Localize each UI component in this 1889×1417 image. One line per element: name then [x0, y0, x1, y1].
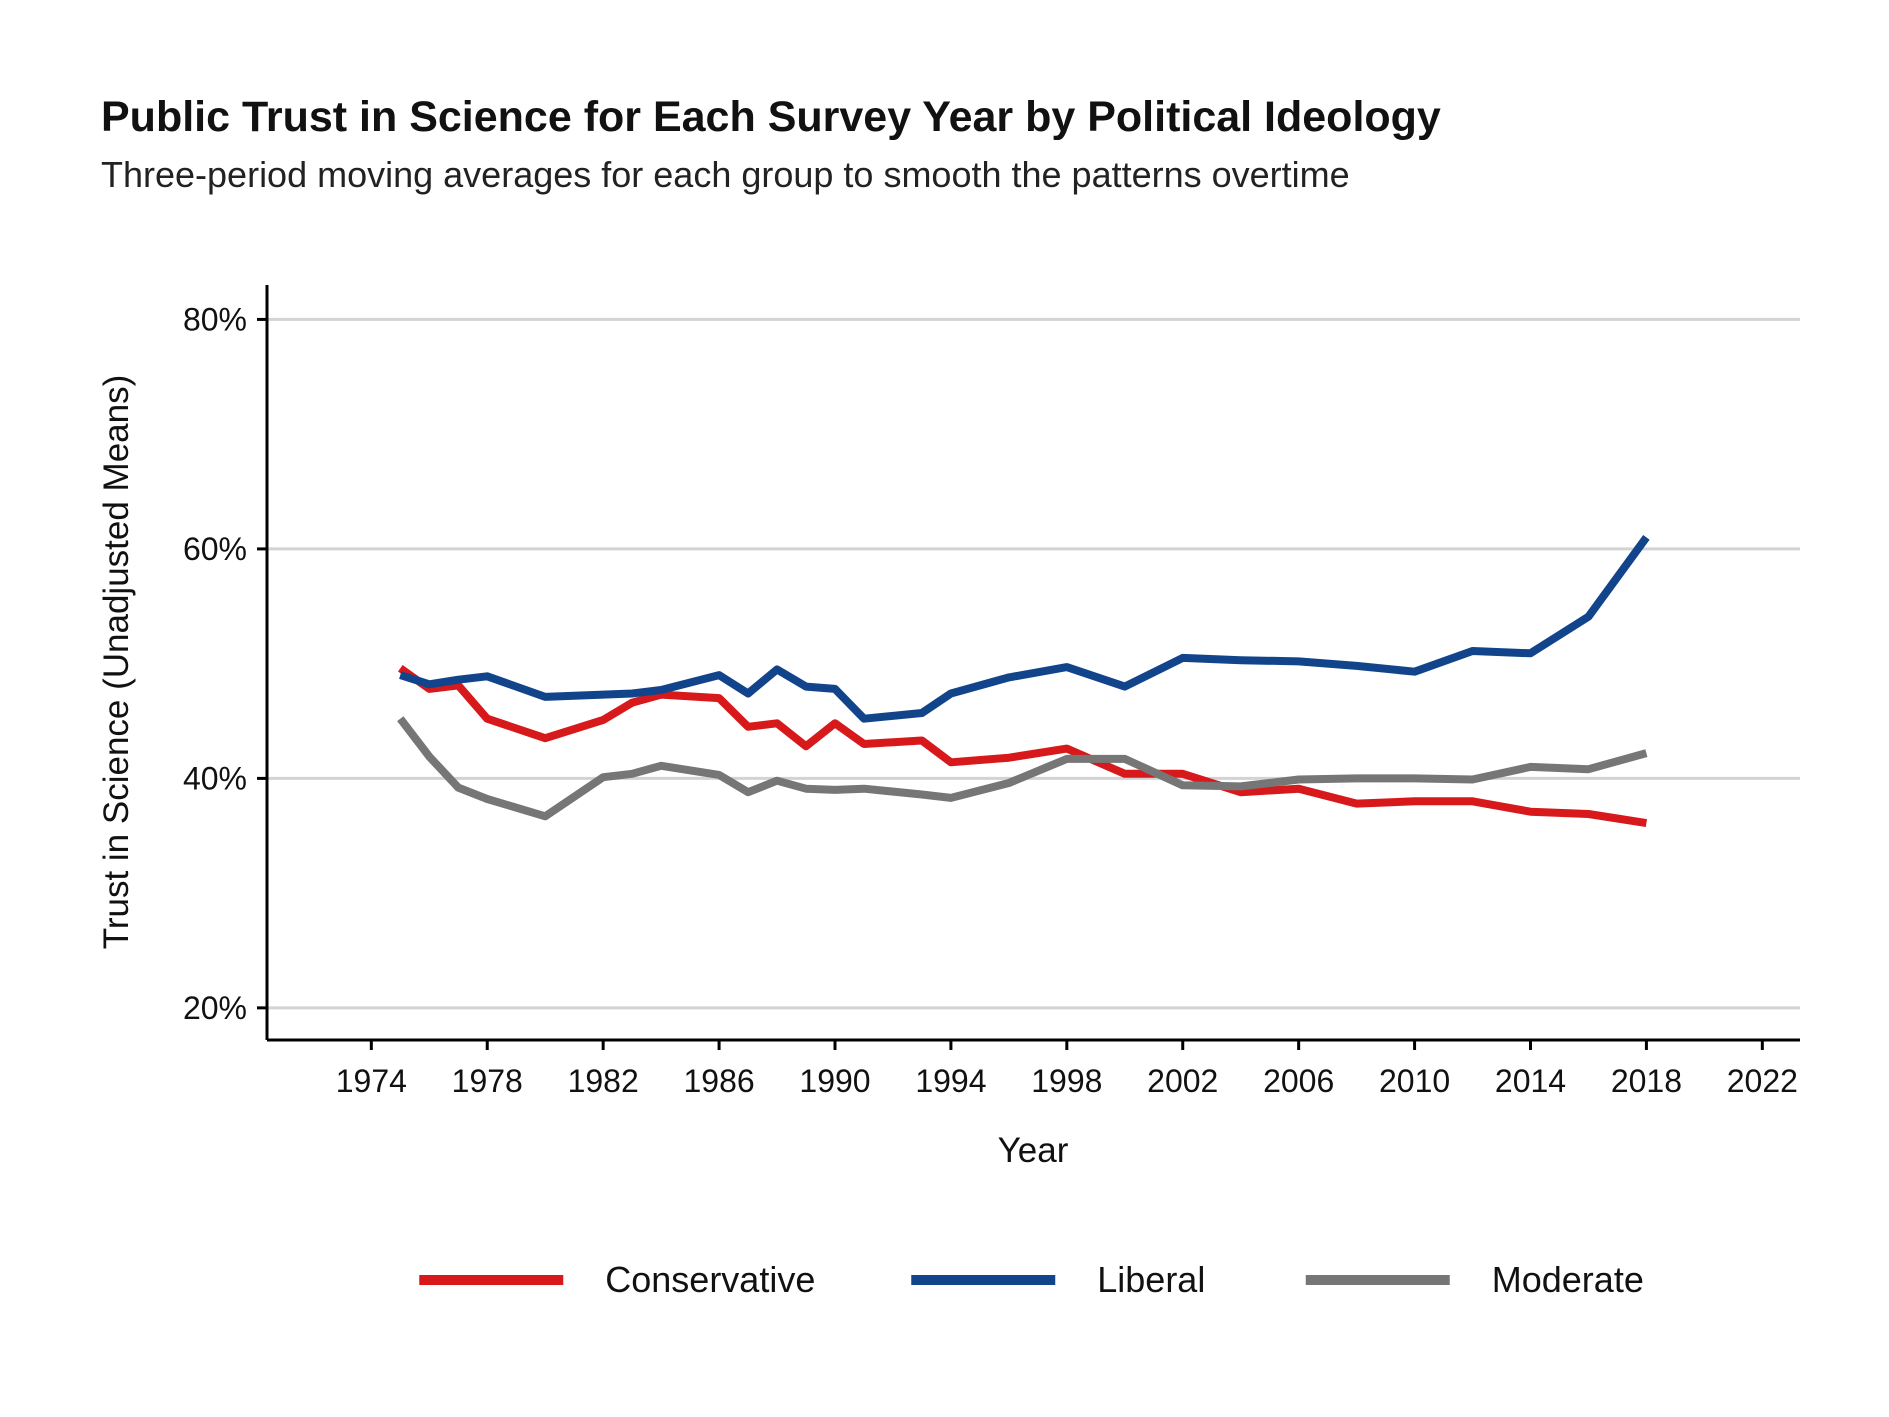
legend-label: Liberal	[1097, 1259, 1205, 1300]
chart-subtitle: Three-period moving averages for each gr…	[101, 154, 1350, 195]
x-tick-label: 1974	[336, 1063, 407, 1099]
x-tick-label: 2002	[1147, 1063, 1218, 1099]
x-axis-title: Year	[998, 1131, 1069, 1170]
series-lines	[397, 535, 1650, 828]
x-tick-label: 2022	[1727, 1063, 1798, 1099]
x-tick-label: 1986	[683, 1063, 754, 1099]
chart-title: Public Trust in Science for Each Survey …	[101, 93, 1441, 141]
series-line-liberal	[399, 535, 1650, 723]
legend-item-conservative: Conservative	[419, 1259, 815, 1300]
axes	[265, 285, 1800, 1042]
y-axis-ticks: 20% 40% 60% 80%	[183, 301, 267, 1026]
x-tick-label: 1990	[799, 1063, 870, 1099]
x-tick-label: 1994	[915, 1063, 986, 1099]
x-tick-label: 2018	[1611, 1063, 1682, 1099]
legend-item-liberal: Liberal	[911, 1259, 1205, 1300]
series-line-moderate	[397, 716, 1648, 821]
y-tick-label: 20%	[183, 990, 247, 1026]
x-axis-ticks: 1974 1978 1982 1986 1990 1994 1998 2002 2006 2010…	[336, 1040, 1798, 1099]
x-tick-label: 1982	[568, 1063, 639, 1099]
y-axis-title: Trust in Science (Unadjusted Means)	[97, 375, 136, 950]
legend-label: Conservative	[605, 1259, 815, 1300]
x-tick-label: 2014	[1495, 1063, 1566, 1099]
legend-item-moderate: Moderate	[1305, 1259, 1644, 1300]
legend-label: Moderate	[1492, 1259, 1644, 1300]
x-tick-label: 1978	[452, 1063, 523, 1099]
series-line-conservative	[397, 664, 1648, 828]
y-tick-label: 40%	[183, 760, 247, 796]
legend: Conservative Liberal Moderate	[419, 1259, 1644, 1300]
y-tick-label: 80%	[183, 301, 247, 337]
x-tick-label: 1998	[1031, 1063, 1102, 1099]
x-tick-label: 2006	[1263, 1063, 1334, 1099]
x-tick-label: 2010	[1379, 1063, 1450, 1099]
gridlines	[267, 317, 1800, 1010]
y-tick-label: 60%	[183, 531, 247, 567]
